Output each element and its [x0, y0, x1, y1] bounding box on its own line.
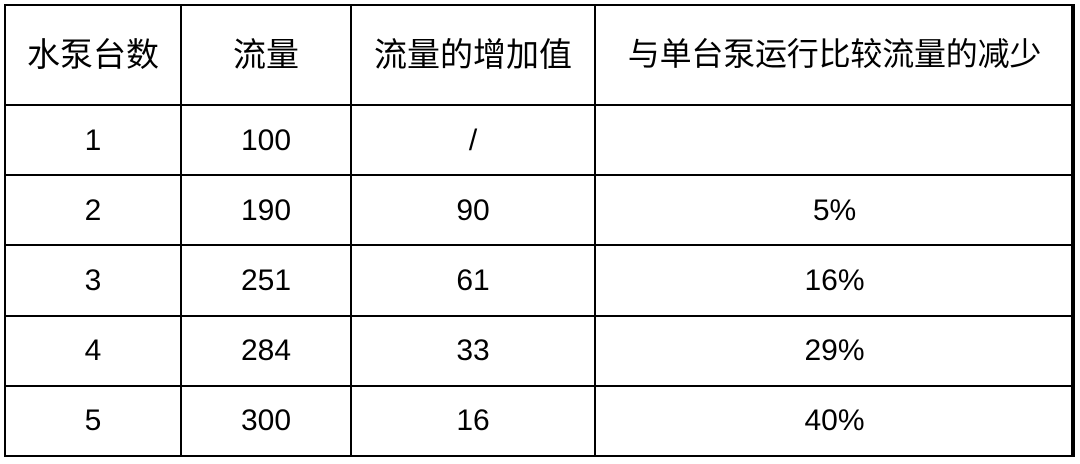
cell-flow: 100 [180, 103, 352, 177]
column-header-flow-increase: 流量的增加值 [350, 4, 596, 106]
cell-flow-increase: / [350, 103, 596, 177]
cell-flow-reduction: 16% [594, 244, 1075, 317]
column-header-pump-count: 水泵台数 [4, 4, 182, 106]
table-row: 3 251 61 16% [4, 244, 1075, 317]
table-row: 5 300 16 40% [4, 384, 1075, 458]
cell-flow-reduction [594, 103, 1075, 177]
column-header-flow: 流量 [180, 4, 352, 106]
cell-flow: 284 [180, 314, 352, 387]
table-header-row: 水泵台数 流量 流量的增加值 与单台泵运行比较流量的减少 [4, 4, 1075, 106]
column-header-flow-reduction: 与单台泵运行比较流量的减少 [594, 4, 1075, 106]
cell-flow: 300 [180, 384, 352, 458]
cell-flow-reduction: 5% [594, 174, 1075, 247]
cell-flow-reduction: 40% [594, 384, 1075, 458]
cell-pump-count: 4 [4, 314, 182, 387]
cell-flow: 251 [180, 244, 352, 317]
cell-flow-increase: 61 [350, 244, 596, 317]
cell-pump-count: 1 [4, 103, 182, 177]
cell-flow-reduction: 29% [594, 314, 1075, 387]
table-row: 2 190 90 5% [4, 174, 1075, 247]
cell-flow: 190 [180, 174, 352, 247]
pump-flow-table: 水泵台数 流量 流量的增加值 与单台泵运行比较流量的减少 1 100 / 2 1… [4, 4, 1075, 458]
cell-pump-count: 2 [4, 174, 182, 247]
cell-flow-increase: 90 [350, 174, 596, 247]
cell-flow-increase: 33 [350, 314, 596, 387]
table-row: 4 284 33 29% [4, 314, 1075, 387]
table-row: 1 100 / [4, 103, 1075, 177]
pump-flow-table-container: 水泵台数 流量 流量的增加值 与单台泵运行比较流量的减少 1 100 / 2 1… [4, 4, 1075, 458]
cell-pump-count: 5 [4, 384, 182, 458]
cell-flow-increase: 16 [350, 384, 596, 458]
cell-pump-count: 3 [4, 244, 182, 317]
